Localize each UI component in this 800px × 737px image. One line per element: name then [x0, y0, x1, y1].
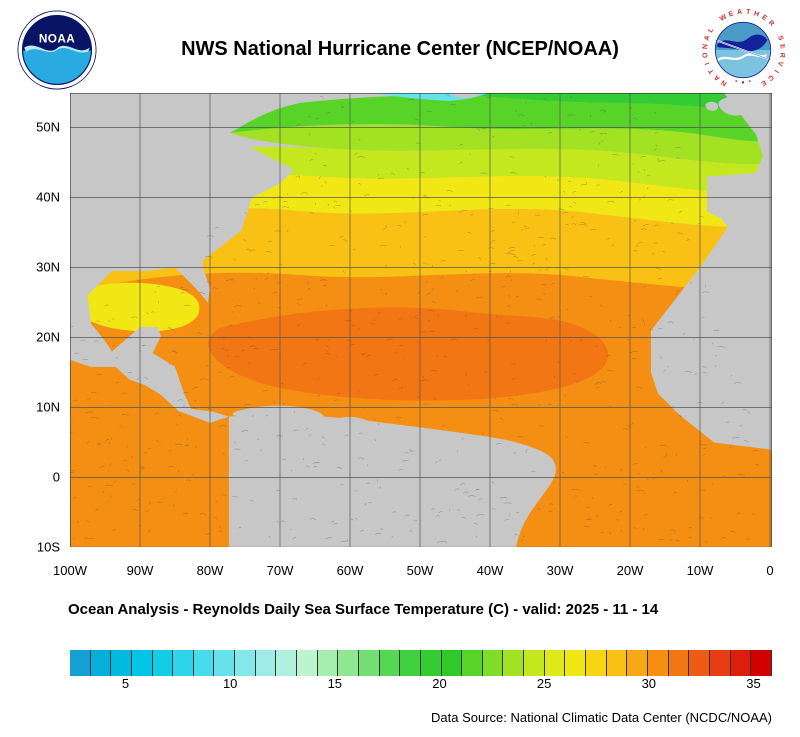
svg-text:E: E	[778, 44, 785, 50]
svg-text:N: N	[702, 44, 709, 50]
svg-text:R: R	[778, 52, 785, 58]
svg-text:A: A	[737, 9, 743, 17]
